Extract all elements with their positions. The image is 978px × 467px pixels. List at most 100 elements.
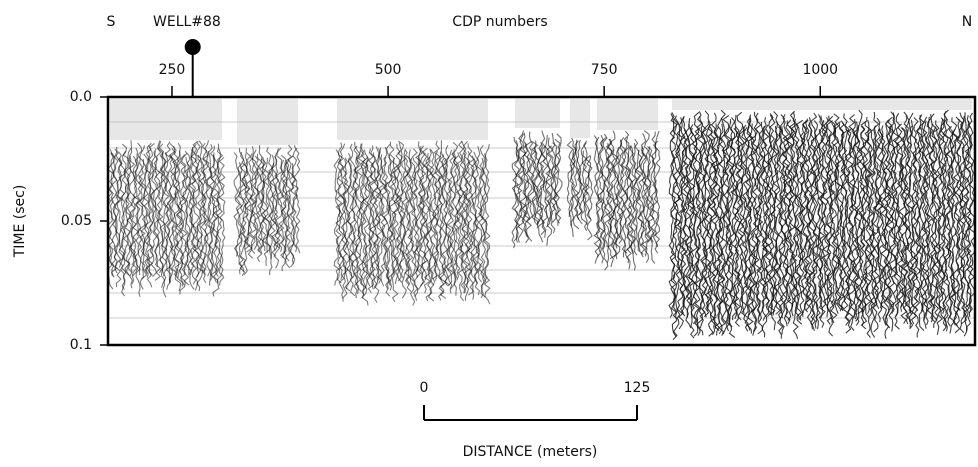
y-tick-label: 0.0 [70,89,92,105]
seismic-trace [764,124,772,318]
noise-band [570,99,590,138]
y-axis-title: TIME (sec) [12,185,28,259]
seismic-trace [958,112,966,333]
seismic-trace [578,150,586,216]
seismic-trace [385,143,393,297]
seismic-trace [465,143,473,288]
seismic-trace [886,116,894,310]
seismic-trace [265,146,273,260]
seismic-trace [239,151,247,277]
seismic-trace [136,142,144,276]
seismic-trace [924,116,932,326]
seismic-trace [339,143,347,280]
seismic-trace [483,144,491,305]
seismic-trace [794,123,802,320]
seismic-trace [156,140,164,274]
seismic-trace [756,122,764,335]
seismic-trace [387,141,395,286]
seismic-trace [750,123,758,336]
seismic-trace [826,120,834,325]
seismic-trace [289,163,297,268]
seismic-trace [615,140,623,249]
seismic-trace [279,154,287,272]
seismic-trace [164,141,172,290]
seismic-trace [150,148,158,277]
seismic-section [107,99,976,340]
seismic-trace [413,156,421,297]
seismic-trace [776,126,784,339]
seismic-trace [210,154,218,283]
seismic-trace [633,143,641,252]
seismic-trace [547,137,555,222]
seismic-trace [293,145,301,254]
seismic-trace [784,119,792,324]
seismic-trace [942,109,950,327]
noise-band [237,99,298,145]
seismic-trace [277,159,285,249]
seismic-trace [810,112,818,326]
seismic-trace [291,147,299,253]
seismic-trace [216,143,224,284]
x-tick-label: 500 [375,62,402,78]
seismic-trace [676,117,684,314]
seismic-trace [343,158,351,292]
seismic-trace [461,140,469,294]
seismic-trace [335,158,343,284]
seismic-trace [896,123,904,312]
seismic-trace [738,125,746,315]
seismic-trace [253,155,261,253]
noise-band [110,99,222,140]
seismic-trace [333,149,341,286]
seismic-trace [555,133,563,226]
seismic-trace [704,110,712,311]
seismic-trace [872,111,880,333]
seismic-trace [354,141,361,295]
seismic-trace [954,116,962,334]
seismic-trace [433,140,441,281]
direction-label: S [107,14,116,30]
seismic-trace [825,115,832,312]
seismic-trace [369,145,377,290]
seismic-trace [355,143,363,292]
seismic-trace [770,126,778,331]
seismic-trace [241,162,249,276]
seismic-trace [574,139,582,220]
seismic-trace [174,142,182,292]
seismic-trace [537,141,545,243]
seismic-trace [782,114,790,327]
seismic-trace [852,121,860,326]
seismic-trace [379,154,387,287]
seismic-trace [822,117,830,318]
seismic-trace [453,155,461,296]
seismic-trace [128,140,136,289]
seismic-trace [716,117,724,335]
seismic-trace [966,121,974,314]
seismic-trace [545,145,553,246]
seismic-trace [513,137,521,242]
seismic-trace [130,155,138,285]
seismic-trace [162,152,170,277]
seismic-trace [599,137,607,250]
seismic-trace [680,115,688,317]
seismic-trace [846,127,854,321]
seismic-trace [541,145,549,238]
seismic-trace [391,157,399,303]
seismic-trace [425,148,433,302]
seismic-trace [154,140,162,281]
seismic-trace [605,138,613,263]
seismic-trace [645,146,653,243]
seismic-trace [525,140,533,242]
seismic-trace [639,133,647,258]
seismic-trace [762,128,770,321]
seismic-trace [584,154,592,220]
seismic-trace [377,148,385,281]
seismic-trace [114,147,122,288]
seismic-trace [894,112,902,330]
seismic-trace [287,155,295,264]
seismic-trace [806,117,814,330]
seismic-trace [475,146,483,283]
seismic-trace [868,128,876,318]
x-tick-label: 750 [591,62,618,78]
noise-band [672,99,972,110]
seismic-trace [828,115,836,337]
